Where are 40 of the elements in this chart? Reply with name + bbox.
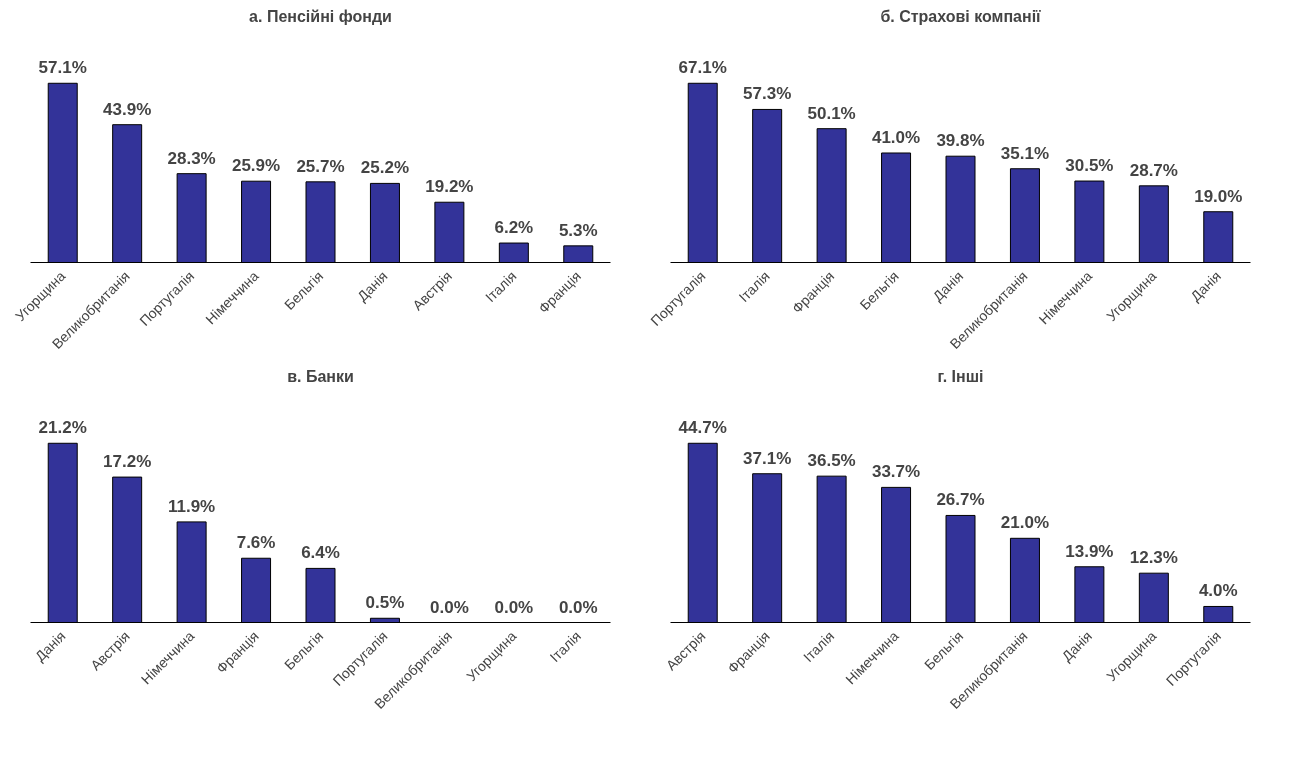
data-label: 26.7% xyxy=(936,490,985,510)
data-label: 13.9% xyxy=(1065,541,1114,561)
chart-title: б. Страхові компанії xyxy=(880,7,1042,25)
data-label: 11.9% xyxy=(167,496,216,516)
data-label: 0.0% xyxy=(430,597,469,617)
data-label: 21.2% xyxy=(38,418,87,438)
data-label: 4.0% xyxy=(1198,581,1238,601)
data-label: 37.1% xyxy=(743,448,792,468)
data-label: 0.0% xyxy=(494,597,534,617)
data-label: 19.2% xyxy=(425,177,474,197)
data-label: 35.1% xyxy=(1000,143,1050,163)
data-label: 25.2% xyxy=(360,158,410,178)
data-label: 21.0% xyxy=(1000,513,1050,533)
data-label: 57.1% xyxy=(38,58,87,78)
data-label: 36.5% xyxy=(807,451,856,471)
data-label: 25.9% xyxy=(231,156,281,176)
data-label: 57.3% xyxy=(743,84,792,104)
data-label: 44.7% xyxy=(678,418,727,438)
data-label: 28.7% xyxy=(1129,160,1178,180)
data-label: 43.9% xyxy=(103,99,152,119)
data-label: 67.1% xyxy=(678,58,727,78)
data-label: 7.6% xyxy=(236,533,276,553)
data-label: 0.0% xyxy=(558,597,598,617)
data-label: 0.5% xyxy=(365,593,405,613)
data-label: 6.2% xyxy=(494,218,534,238)
data-label: 12.3% xyxy=(1129,548,1178,568)
data-label: 30.5% xyxy=(1065,156,1114,176)
chart-title: в. Банки xyxy=(287,367,354,385)
data-label: 50.1% xyxy=(807,103,856,123)
data-label: 28.3% xyxy=(167,148,216,168)
data-label: 6.4% xyxy=(301,543,340,563)
chart-title: г. Інші xyxy=(937,367,984,385)
data-label: 33.7% xyxy=(871,462,921,482)
data-label: 5.3% xyxy=(558,220,598,240)
data-label: 17.2% xyxy=(103,452,152,472)
data-label: 25.7% xyxy=(296,156,345,176)
data-label: 41.0% xyxy=(871,127,921,147)
data-label: 39.8% xyxy=(936,131,985,151)
chart-title: а. Пенсійні фонди xyxy=(249,7,392,25)
data-label: 19.0% xyxy=(1194,186,1243,206)
